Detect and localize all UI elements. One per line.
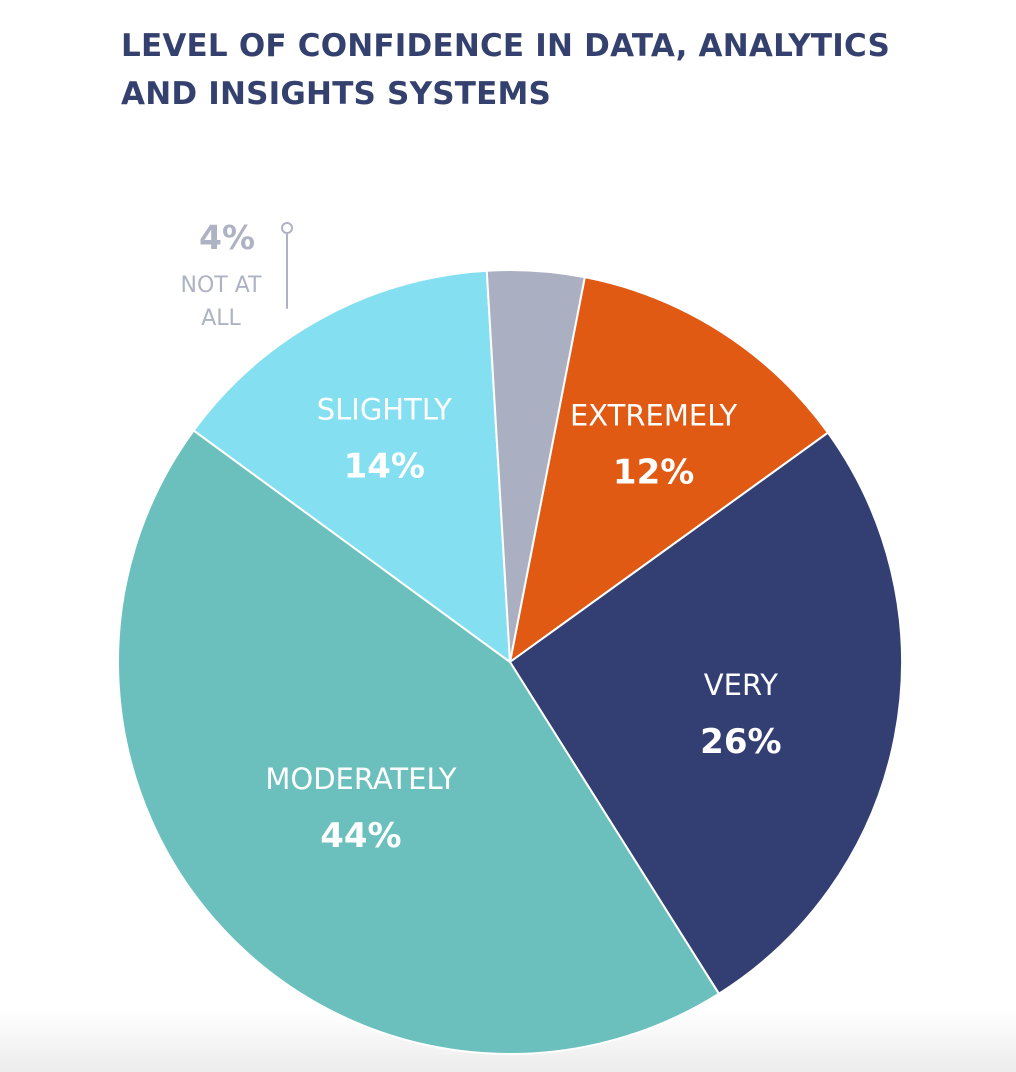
slice-name-label: SLIGHTLY [317, 392, 452, 426]
slice-value-label: 12% [613, 452, 694, 492]
pie-slices [117, 269, 903, 1055]
slice-name-label: MODERATELY [265, 762, 456, 796]
chart-title: LEVEL OF CONFIDENCE IN DATA, ANALYTICS A… [121, 28, 890, 112]
pie-slice-extremely [508, 276, 830, 665]
slice-name-label: EXTREMELY [570, 398, 738, 432]
pie-labels: EXTREMELY 12% VERY 26% MODERATELY 44% SLIGHTLY… [181, 218, 782, 856]
pie-slice-very [508, 431, 903, 996]
pie-slice-slightly [192, 269, 512, 665]
slice-value-label: 44% [320, 816, 401, 856]
pie-slice-moderately [117, 429, 721, 1055]
slice-name-label: NOT AT [181, 273, 263, 298]
slice-value-label: 4% [199, 218, 255, 257]
pie-slice-not-at-all [485, 269, 586, 663]
slice-value-label: 26% [700, 722, 781, 762]
slice-value-label: 14% [344, 446, 425, 486]
slice-name-label: ALL [201, 306, 241, 331]
slice-name-label: VERY [704, 668, 778, 702]
callout-dot [281, 222, 293, 234]
